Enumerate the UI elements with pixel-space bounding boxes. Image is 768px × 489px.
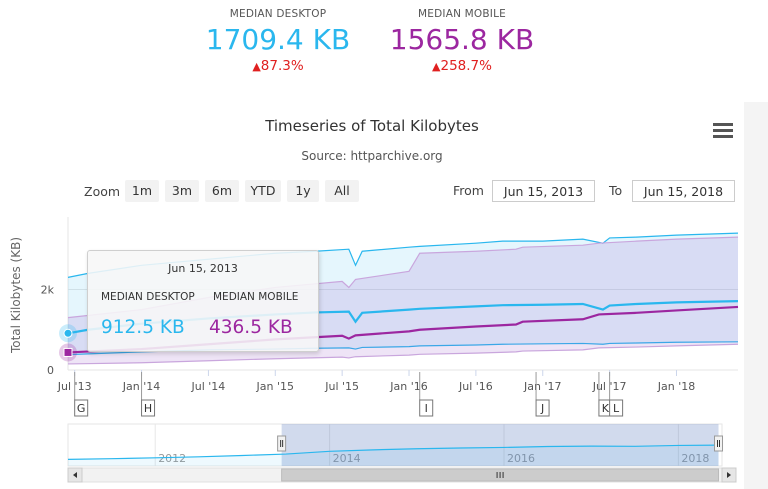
navigator-area — [68, 445, 719, 466]
flag-label: G — [77, 402, 86, 415]
mobile-summary-label: MEDIAN MOBILE — [418, 8, 506, 20]
x-tick-label: Jan '18 — [657, 380, 695, 393]
mobile-summary-change: ▲258.7% — [362, 58, 562, 74]
range-to-label: To — [609, 183, 623, 198]
navigator-background — [67, 423, 723, 467]
tooltip-desktop-value: 912.5 KB — [101, 317, 185, 338]
flag-label: K — [602, 402, 610, 415]
mobile-summary-value: 1565.8 KB — [389, 23, 535, 56]
range-to-input[interactable]: Jun 15, 2018 — [632, 180, 735, 202]
flag-label: L — [613, 402, 620, 415]
chart-title: Timeseries of Total Kilobytes — [265, 117, 479, 135]
up-arrow-icon: ▲ — [432, 60, 441, 73]
y-axis-title: Total Kilobytes (KB) — [9, 237, 23, 354]
desktop-change-value: 87.3% — [260, 58, 304, 74]
y-tick-label: 2k — [41, 283, 55, 296]
x-tick-label: Jul '16 — [458, 380, 493, 393]
desktop-summary-change: ▲87.3% — [178, 58, 378, 74]
flag-marker-g[interactable] — [74, 399, 89, 417]
zoom-6m-button[interactable]: 6m — [205, 180, 239, 202]
range-from-label: From — [453, 183, 484, 198]
band-lower-line-mobile — [67, 343, 739, 365]
zoom-3m-button[interactable]: 3m — [165, 180, 199, 202]
zoom-label: Zoom — [84, 184, 121, 199]
flag-label: H — [144, 402, 152, 415]
flag-marker-h[interactable] — [141, 399, 156, 417]
desktop-summary-label: MEDIAN DESKTOP — [229, 8, 327, 20]
hover-point-desktop — [63, 328, 73, 338]
scroll-right-arrow-icon — [727, 472, 731, 478]
mobile-change-value: 258.7% — [440, 58, 492, 74]
summary-header: MEDIAN DESKTOP 1709.4 KB ▲87.3% MEDIAN M… — [0, 0, 768, 102]
range-from-input[interactable]: Jun 15, 2013 — [492, 180, 595, 202]
zoom-1m-button[interactable]: 1m — [125, 180, 159, 202]
hamburger-menu-icon[interactable] — [713, 123, 733, 139]
tooltip-desktop-label: MEDIAN DESKTOP — [101, 291, 195, 303]
flag-label: J — [540, 402, 544, 415]
flag-marker-l[interactable] — [609, 399, 624, 417]
tooltip-mobile-value: 436.5 KB — [209, 317, 293, 338]
zoom-all-button[interactable]: All — [325, 180, 359, 202]
chart-tooltip: Jun 15, 2013 MEDIAN DESKTOP MEDIAN MOBIL… — [87, 250, 319, 352]
desktop-summary: MEDIAN DESKTOP 1709.4 KB ▲87.3% — [178, 8, 378, 74]
x-tick-label: Jul '15 — [324, 380, 359, 393]
chart-subtitle: Source: httparchive.org — [301, 149, 443, 163]
mobile-summary: MEDIAN MOBILE 1565.8 KB ▲258.7% — [362, 8, 562, 74]
zoom-ytd-button[interactable]: YTD — [245, 180, 281, 202]
scroll-left-arrow-icon — [73, 472, 77, 478]
up-arrow-icon: ▲ — [252, 60, 261, 73]
navigator-year-label: 2012 — [158, 452, 186, 465]
y-tick-label: 0 — [47, 364, 54, 377]
tooltip-mobile-label: MEDIAN MOBILE — [213, 291, 299, 303]
flag-marker-i[interactable] — [419, 399, 434, 417]
navigator-selection[interactable] — [281, 424, 719, 466]
navigator-year-label: 2016 — [507, 452, 535, 465]
desktop-summary-value: 1709.4 KB — [205, 23, 351, 56]
x-tick-label: Jan '15 — [256, 380, 294, 393]
zoom-1y-button[interactable]: 1y — [287, 180, 319, 202]
tooltip-date: Jun 15, 2013 — [168, 262, 238, 275]
x-tick-label: Jan '16 — [389, 380, 427, 393]
x-tick-label: Jan '17 — [523, 380, 561, 393]
flag-label: I — [425, 402, 428, 415]
navigator-year-label: 2018 — [681, 452, 709, 465]
x-tick-label: Jul '14 — [191, 380, 226, 393]
navigator-handle-right[interactable] — [714, 435, 724, 452]
flag-marker-j[interactable] — [535, 399, 550, 417]
navigator-year-label: 2014 — [333, 452, 361, 465]
navigator-handle-left[interactable] — [277, 435, 287, 452]
hover-point-mobile — [63, 347, 73, 357]
navigator-line — [67, 444, 719, 460]
